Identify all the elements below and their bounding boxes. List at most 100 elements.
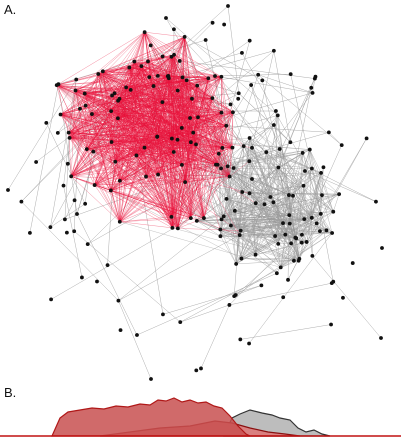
network-node (95, 279, 99, 284)
network-node (249, 83, 254, 87)
cluster-edge (157, 138, 173, 175)
network-edge (312, 255, 382, 339)
cluster-edge (119, 139, 178, 222)
cluster-edge (86, 61, 135, 150)
cluster-edge (110, 32, 145, 112)
cluster-edge (173, 54, 199, 118)
network-node (238, 337, 243, 342)
network-node (178, 320, 183, 325)
cluster-edge (134, 61, 145, 148)
network-node (91, 149, 96, 154)
network-node (259, 283, 264, 288)
network-edge (241, 52, 323, 196)
cluster-edge (98, 73, 198, 86)
cluster-edge (56, 32, 145, 86)
network-edge (136, 272, 277, 336)
network-node (105, 263, 110, 268)
cluster-edge (98, 32, 145, 75)
network-edge (50, 217, 191, 300)
network-node (310, 253, 315, 258)
network-edge (223, 216, 241, 231)
network-node (82, 91, 87, 96)
network-node (65, 161, 70, 166)
network-node (175, 88, 180, 93)
network-edge (229, 282, 332, 306)
network-node (69, 174, 74, 179)
network-edge (234, 115, 278, 211)
network-node (314, 221, 319, 226)
network-node (309, 215, 314, 220)
network-node (233, 293, 238, 297)
network-node (188, 116, 192, 120)
cluster-edge (70, 149, 87, 177)
network-node (226, 4, 230, 8)
network-edge (214, 73, 291, 77)
network-node (281, 295, 286, 300)
network-edge (239, 195, 294, 236)
network-node (135, 333, 139, 337)
cluster-edge (144, 139, 178, 148)
network-edge (241, 172, 322, 259)
network-node (310, 90, 315, 95)
network-edge (221, 219, 307, 243)
network-edge (233, 191, 243, 297)
network-edge (273, 50, 291, 143)
cluster-edge (86, 147, 223, 150)
network-node (169, 214, 174, 219)
cluster-edge (177, 217, 191, 229)
network-node (196, 115, 200, 120)
network-node (151, 84, 156, 88)
cluster-edge (84, 75, 169, 94)
network-node (247, 38, 252, 43)
cluster-edge (115, 66, 142, 162)
network-node (210, 20, 215, 25)
cluster-edge (144, 31, 185, 38)
network-node (72, 229, 77, 234)
network-node (301, 183, 306, 188)
network-edge (241, 191, 279, 244)
cluster-edge (136, 155, 173, 228)
network-node (146, 59, 150, 64)
cluster-edge (68, 117, 199, 133)
network-node (219, 166, 223, 171)
network-node (240, 50, 244, 55)
network-node (117, 178, 122, 183)
network-edge (240, 168, 313, 231)
network-node (227, 174, 232, 179)
cluster-edge (171, 112, 234, 217)
cluster-edge (71, 176, 205, 219)
network-edge (250, 84, 321, 232)
network-node (63, 217, 67, 222)
cluster-edge (86, 117, 191, 150)
network-node (283, 232, 288, 237)
network-node (220, 146, 225, 150)
cluster-edge (68, 32, 145, 133)
network-node (281, 221, 285, 226)
cluster-edge (94, 181, 186, 186)
cluster-edge (70, 176, 120, 222)
network-node (218, 234, 223, 239)
cluster-edge (84, 93, 179, 229)
cluster-edge (157, 174, 232, 226)
network-edge (238, 93, 291, 143)
network-node (337, 192, 341, 197)
cluster-edge (134, 61, 186, 183)
network-node (83, 201, 88, 206)
network-node (55, 130, 60, 135)
cluster-edge (144, 77, 183, 148)
cluster-edge (157, 136, 159, 175)
cluster-edge (177, 139, 205, 219)
network-node (276, 165, 281, 170)
cluster-edge (141, 66, 191, 119)
network-node (156, 172, 160, 177)
network-node (320, 193, 324, 198)
network-edge (227, 166, 256, 255)
network-node (331, 209, 336, 214)
network-edge (223, 161, 250, 217)
cluster-edge (91, 113, 116, 162)
network-node (241, 144, 246, 148)
cluster-edge (134, 32, 145, 62)
network-node (341, 295, 345, 300)
cluster-edge (86, 148, 250, 194)
cluster-edge (119, 174, 159, 222)
